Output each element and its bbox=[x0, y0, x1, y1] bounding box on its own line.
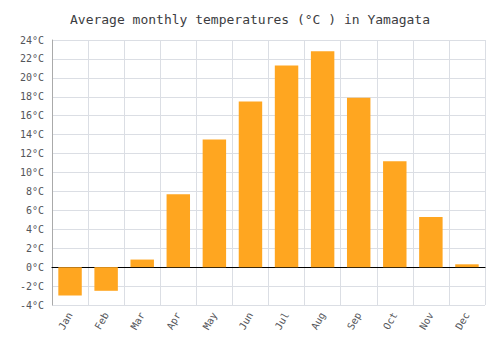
svg-text:Jun: Jun bbox=[237, 310, 256, 331]
svg-text:Apr: Apr bbox=[165, 310, 184, 331]
svg-text:16°C: 16°C bbox=[20, 110, 44, 121]
svg-text:18°C: 18°C bbox=[20, 91, 44, 102]
svg-text:Mar: Mar bbox=[128, 310, 147, 331]
svg-text:Oct: Oct bbox=[381, 310, 400, 331]
svg-text:-2°C: -2°C bbox=[20, 281, 44, 292]
svg-text:20°C: 20°C bbox=[20, 72, 44, 83]
svg-text:Jan: Jan bbox=[56, 310, 75, 331]
svg-text:10°C: 10°C bbox=[20, 167, 44, 178]
svg-text:2°C: 2°C bbox=[26, 243, 44, 254]
svg-text:22°C: 22°C bbox=[20, 53, 44, 64]
svg-text:6°C: 6°C bbox=[26, 205, 44, 216]
svg-text:Dec: Dec bbox=[453, 310, 472, 331]
svg-text:Feb: Feb bbox=[92, 310, 111, 331]
svg-text:Aug: Aug bbox=[309, 310, 328, 331]
svg-text:May: May bbox=[201, 310, 220, 331]
svg-text:Sep: Sep bbox=[345, 310, 364, 331]
svg-text:24°C: 24°C bbox=[20, 35, 44, 46]
svg-text:0°C: 0°C bbox=[26, 262, 44, 273]
svg-text:-4°C: -4°C bbox=[20, 300, 44, 311]
svg-text:8°C: 8°C bbox=[26, 186, 44, 197]
svg-text:Jul: Jul bbox=[273, 310, 292, 331]
svg-text:4°C: 4°C bbox=[26, 224, 44, 235]
svg-text:Nov: Nov bbox=[417, 310, 436, 331]
svg-text:12°C: 12°C bbox=[20, 148, 44, 159]
svg-text:Average monthly temperatures (: Average monthly temperatures (°C ) in Ya… bbox=[70, 12, 430, 27]
svg-text:14°C: 14°C bbox=[20, 129, 44, 140]
